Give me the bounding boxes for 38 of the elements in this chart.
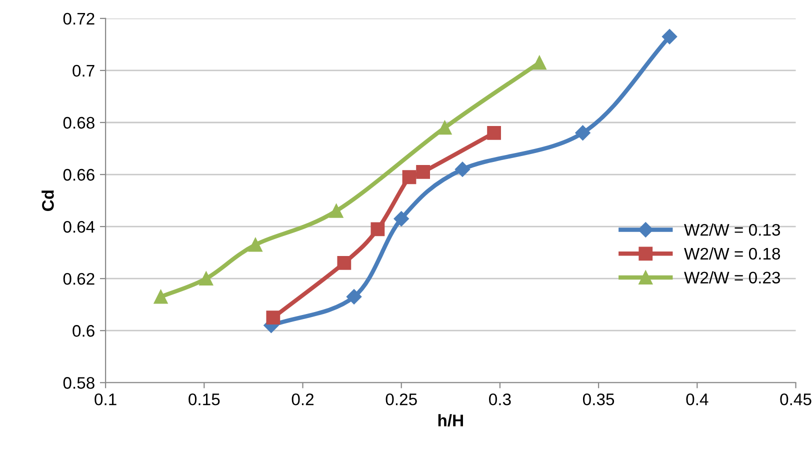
x-tick-label: 0.1: [94, 393, 116, 406]
point: [575, 125, 590, 140]
point: [154, 290, 168, 304]
point: [266, 310, 280, 325]
x-tick-label: 0.2: [292, 393, 314, 406]
x-tick-label: 0.45: [780, 393, 812, 406]
y-tick-label: 0.66: [63, 168, 94, 181]
y-tick-label: 0.62: [63, 272, 94, 285]
point: [346, 289, 362, 304]
y-axis-title: Cd: [42, 190, 54, 211]
x-tick-label: 0.4: [686, 393, 708, 406]
y-tick-label: 0.72: [63, 12, 94, 25]
x-tick-label: 0.25: [386, 393, 417, 406]
y-tick-label: 0.64: [63, 220, 95, 233]
x-tick-label: 0.35: [582, 393, 614, 406]
legend-label: W2/W = 0.13: [684, 224, 780, 236]
x-axis-title: h/H: [438, 414, 463, 427]
point: [402, 170, 416, 184]
point: [199, 272, 214, 286]
point: [454, 162, 470, 177]
point: [438, 120, 452, 135]
point: [416, 164, 430, 179]
y-tick-label: 0.68: [63, 116, 94, 129]
point: [532, 56, 546, 70]
x-tick-label: 0.15: [188, 393, 220, 406]
point: [370, 222, 385, 236]
y-tick-label: 0.58: [63, 377, 94, 389]
point: [662, 29, 678, 44]
point: [394, 211, 409, 226]
y-tick-label: 0.6: [72, 325, 94, 337]
legend-label: W2/W = 0.23: [684, 271, 780, 284]
point: [487, 126, 501, 140]
point: [337, 256, 352, 270]
x-tick-label: 0.3: [489, 393, 511, 406]
y-tick-label: 0.7: [72, 64, 94, 77]
legend-label: W2/W = 0.18: [684, 247, 780, 260]
point: [248, 238, 262, 252]
point: [329, 204, 344, 218]
